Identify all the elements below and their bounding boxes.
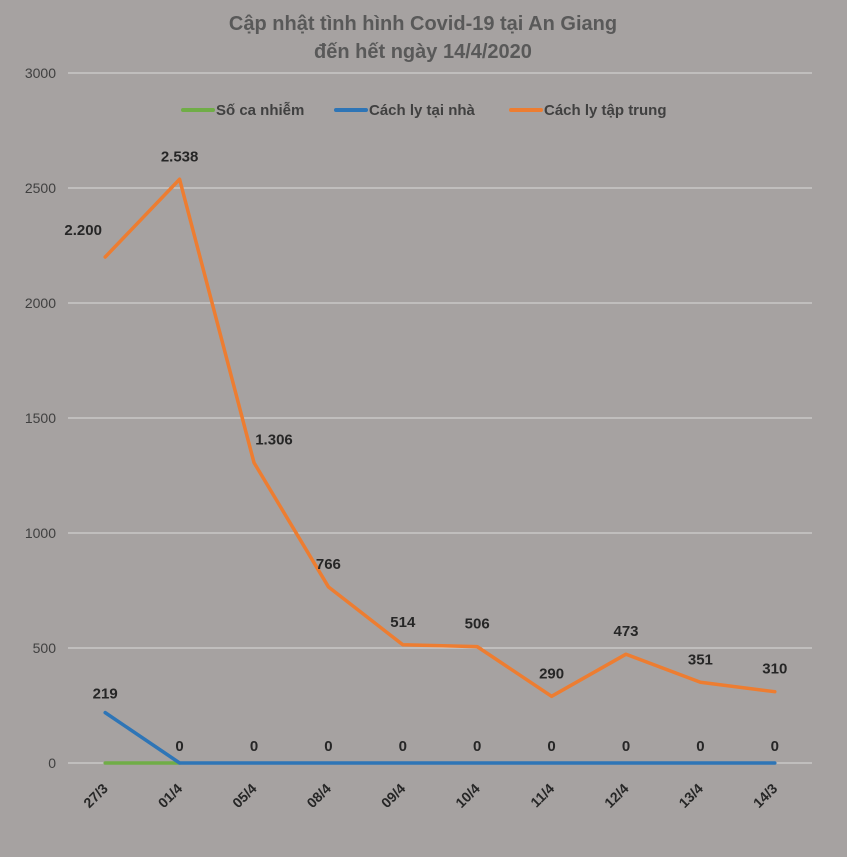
data-label: 514 [390, 614, 416, 631]
y-tick-label: 2500 [25, 180, 56, 196]
chart-title: Cập nhật tình hình Covid-19 tại An Giang [229, 13, 617, 35]
x-tick-label: 27/3 [80, 780, 111, 811]
data-label: 219 [93, 686, 118, 703]
data-label: 290 [539, 665, 564, 682]
data-labels: 2.200 2.538 1.306 766 514 506 290 473 351 310 219 0… [64, 148, 787, 755]
x-tick-label: 08/4 [303, 780, 334, 811]
series-line-cach-ly-tap-trung [103, 177, 777, 699]
y-tick-label: 1500 [25, 410, 56, 426]
data-label: 0 [771, 738, 779, 755]
series-lines [103, 177, 777, 765]
x-axis: 27/3 01/4 05/4 08/4 09/4 10/4 11/4 12/4 13/4 14/3 [80, 780, 780, 811]
data-label: 310 [762, 661, 787, 678]
x-tick-label: 11/4 [527, 780, 557, 810]
data-label: 0 [175, 738, 183, 755]
data-label: 2.200 [64, 222, 102, 239]
data-label: 0 [473, 738, 481, 755]
x-tick-label: 09/4 [378, 780, 409, 811]
data-label: 1.306 [255, 432, 293, 449]
chart-subtitle: đến hết ngày 14/4/2020 [314, 41, 532, 63]
x-tick-label: 14/3 [750, 780, 781, 811]
x-tick-label: 12/4 [601, 780, 632, 811]
legend-label: Cách ly tập trung [544, 102, 667, 119]
y-tick-label: 1000 [25, 525, 56, 541]
x-tick-label: 01/4 [155, 780, 186, 811]
data-label: 0 [399, 738, 407, 755]
legend: Số ca nhiễm Cách ly tại nhà Cách ly tập tr… [181, 102, 667, 119]
legend-label: Số ca nhiễm [216, 102, 304, 119]
data-label: 766 [316, 556, 341, 573]
data-label: 2.538 [161, 148, 199, 165]
legend-label: Cách ly tại nhà [369, 102, 476, 119]
y-tick-label: 500 [33, 640, 57, 656]
gridlines [68, 72, 812, 764]
y-tick-label: 2000 [25, 295, 56, 311]
data-label: 0 [324, 738, 332, 755]
series-line-cach-ly-tai-nha [103, 710, 777, 765]
data-label: 351 [688, 651, 713, 668]
x-tick-label: 05/4 [229, 780, 260, 811]
x-tick-label: 10/4 [452, 780, 483, 811]
data-label: 0 [250, 738, 258, 755]
y-tick-label: 3000 [25, 65, 56, 81]
data-label: 473 [613, 623, 638, 640]
x-tick-label: 13/4 [675, 780, 706, 811]
data-label: 506 [465, 616, 490, 633]
data-label: 0 [622, 738, 630, 755]
data-label: 0 [547, 738, 555, 755]
data-label: 0 [696, 738, 704, 755]
y-axis: 0 500 1000 1500 2000 2500 3000 [25, 65, 56, 771]
y-tick-label: 0 [48, 755, 56, 771]
